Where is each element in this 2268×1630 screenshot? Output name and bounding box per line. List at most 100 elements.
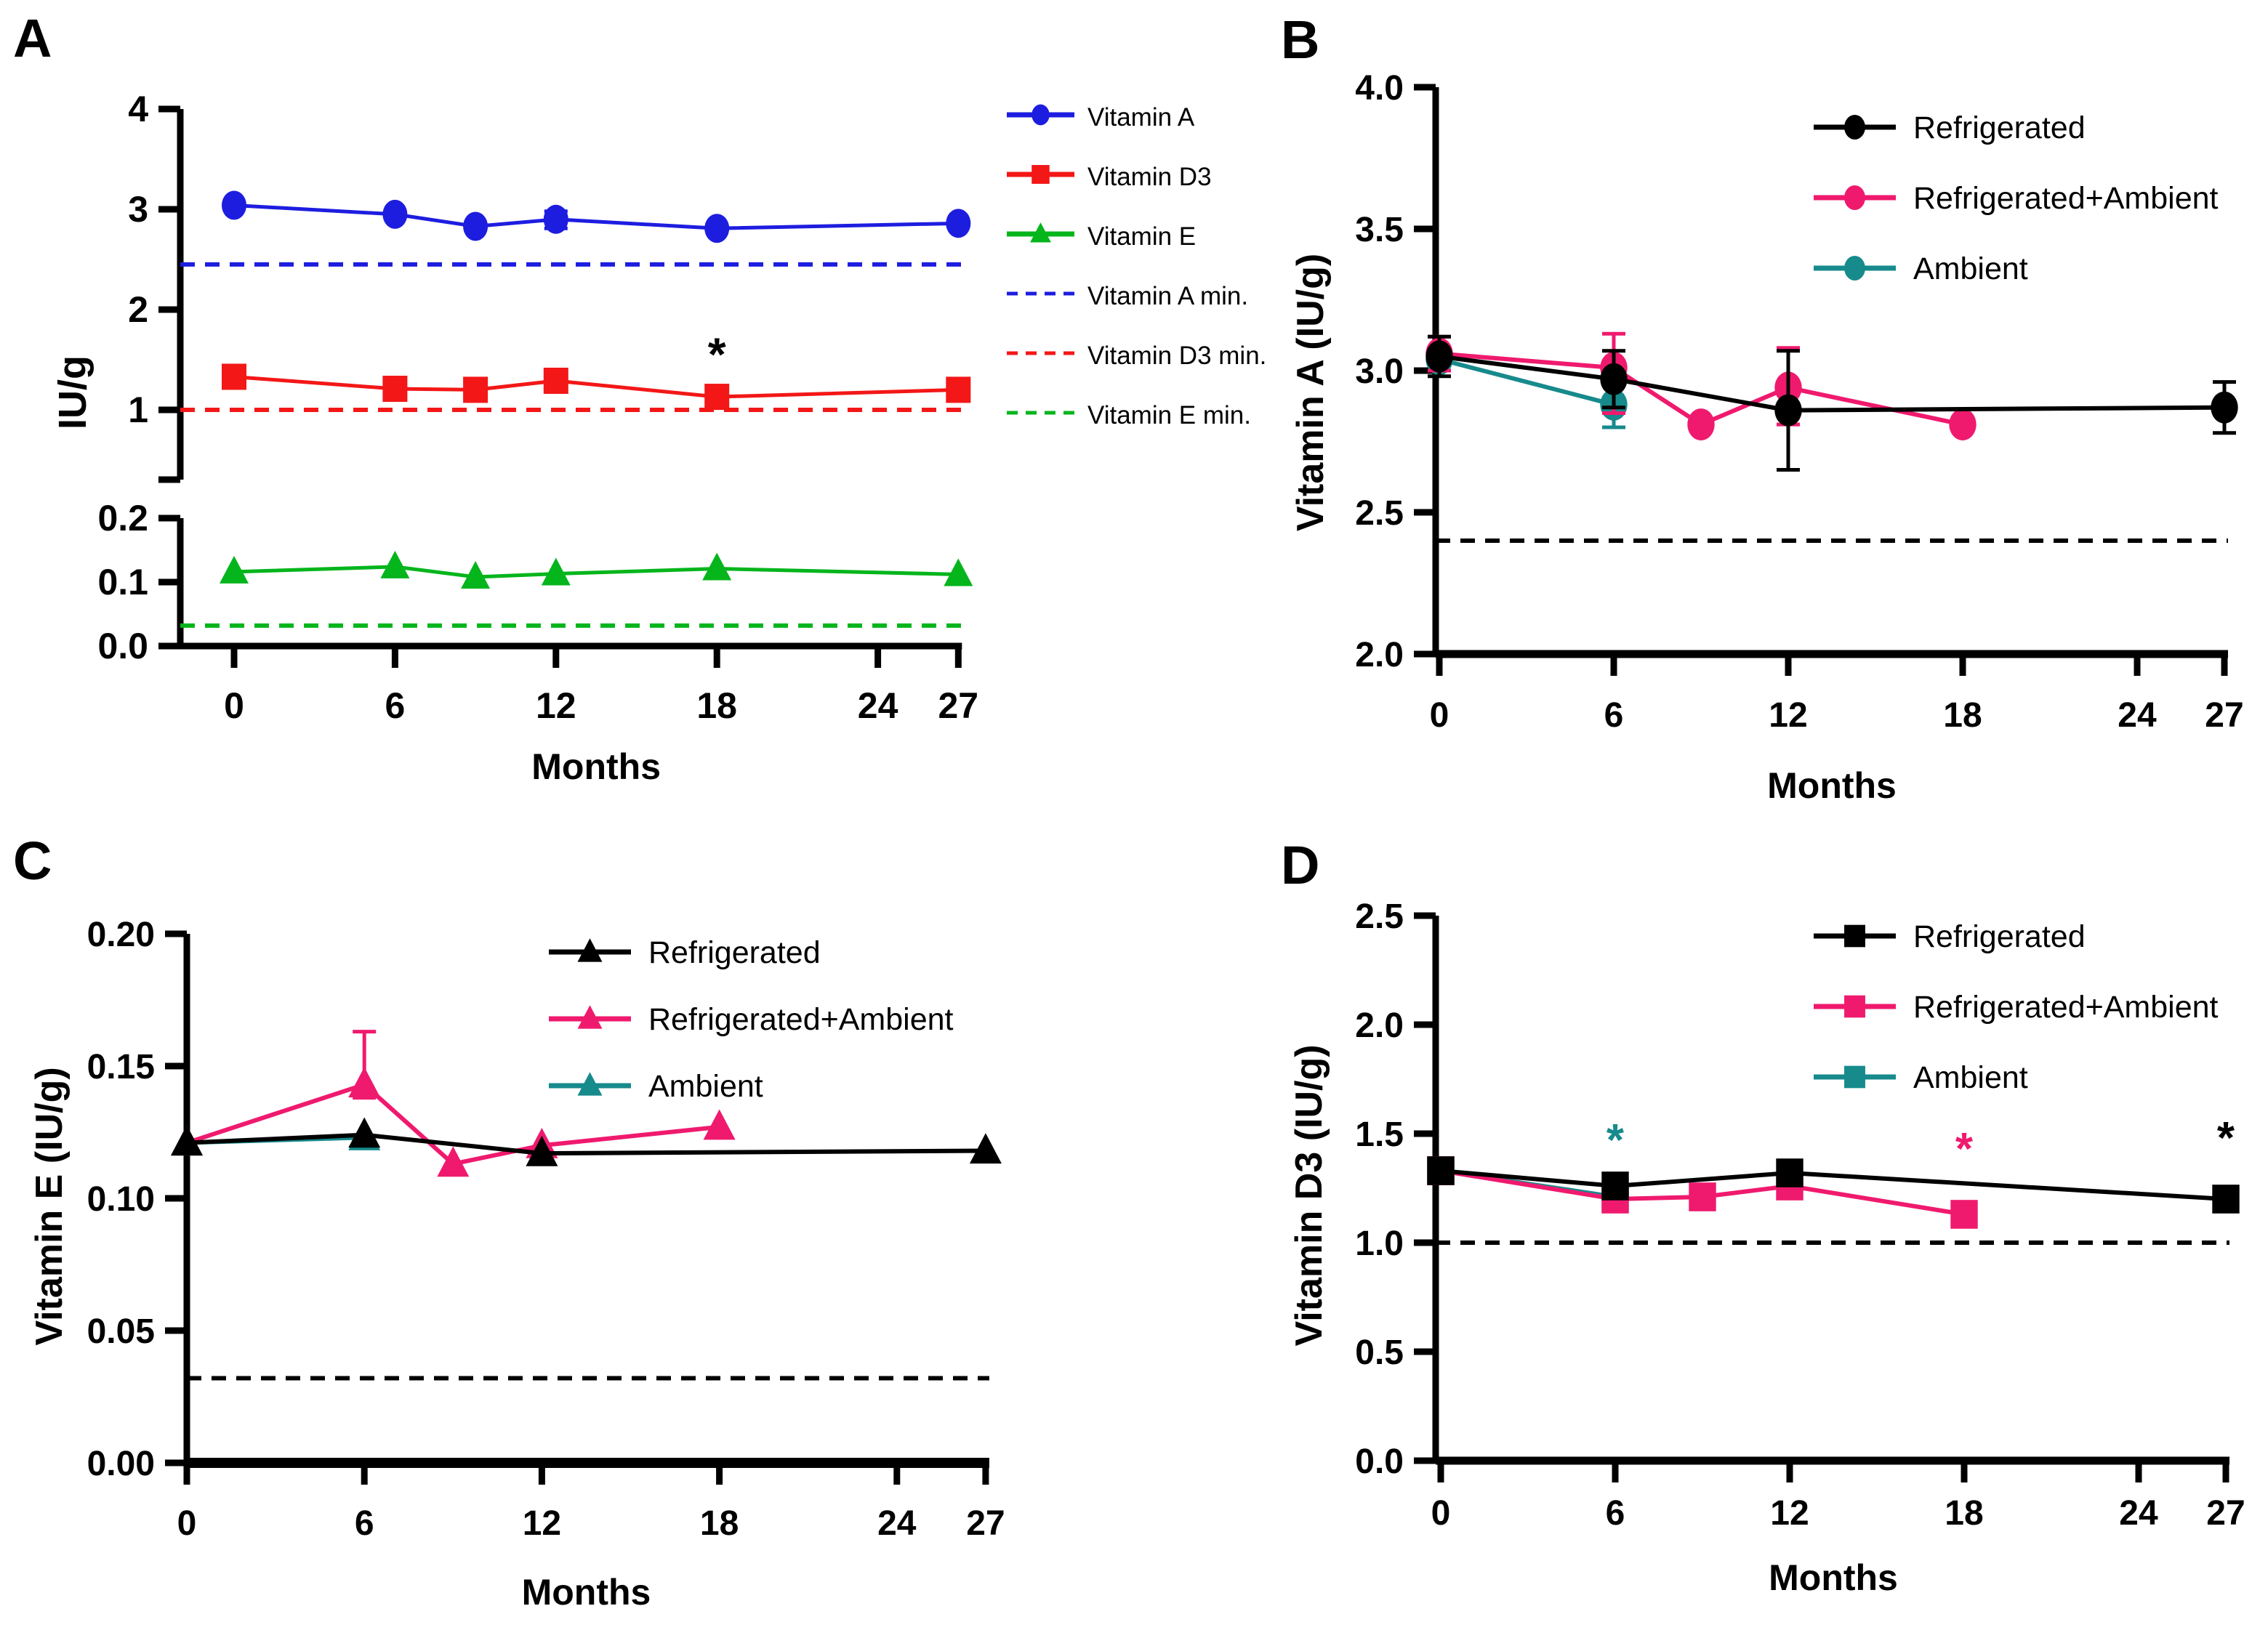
- legend-key-marker: [1844, 924, 1865, 948]
- data-point-marker: [171, 1125, 203, 1156]
- data-point-marker: [541, 557, 571, 586]
- legend-label: Vitamin A min.: [1087, 282, 1248, 310]
- significance-asterisk: *: [1955, 1124, 1974, 1174]
- legend-item-vitamin-d3: Vitamin D3: [1007, 163, 1212, 191]
- series-vitamin-e: [220, 550, 973, 589]
- x-tick-label: 12: [523, 1504, 561, 1543]
- data-point-marker: [946, 209, 971, 238]
- y-tick-label: 0.1: [97, 562, 148, 602]
- data-point-marker: [2212, 1185, 2240, 1214]
- y-tick-label: 2: [128, 289, 148, 330]
- data-point-marker: [704, 384, 730, 411]
- annotations: * * *: [1606, 1113, 2235, 1174]
- series-line: [1437, 354, 2227, 413]
- y-tick-label: 4.0: [1355, 69, 1404, 108]
- series-line: [1437, 357, 1616, 407]
- data-point-marker: [463, 376, 488, 403]
- panel-d-chart: 2.5 2.0 1.5 1.0 0.5 0.0 0 6 12 18 24 27 Months Vitami…: [1288, 897, 2245, 1598]
- legend-item-refrigerated-ambient: Refrigerated+Ambient: [1814, 990, 2219, 1025]
- data-point-marker: [380, 550, 410, 578]
- data-point-marker: [222, 190, 246, 220]
- data-point-marker: [944, 558, 973, 586]
- legend-key-marker: [1844, 115, 1865, 140]
- legend: Refrigerated Refrigerated+Ambient Ambient: [1814, 919, 2219, 1095]
- x-axis-title: Months: [1769, 1557, 1898, 1598]
- x-tick-label: 0: [1431, 1494, 1451, 1533]
- data-point-marker: [543, 367, 568, 394]
- data-point-marker: [543, 204, 568, 234]
- data-point-marker: [348, 1117, 381, 1148]
- data-point-marker: [1776, 1158, 1803, 1187]
- panel-c-label: C: [13, 831, 52, 891]
- x-tick-label: 6: [385, 685, 405, 726]
- legend-label: Vitamin D3 min.: [1087, 342, 1266, 370]
- y-tick-label: 0.0: [97, 626, 148, 666]
- legend-item-vitamin-e-min-: Vitamin E min.: [1007, 401, 1251, 429]
- data-point-marker: [1427, 1156, 1455, 1185]
- y-tick-label: 0.2: [97, 498, 148, 538]
- data-point-marker: [382, 376, 408, 403]
- reference-lines: [180, 262, 962, 628]
- x-tick-label: 24: [877, 1504, 917, 1543]
- x-tick-label: 18: [1945, 1494, 1983, 1533]
- legend-label: Ambient: [648, 1069, 763, 1104]
- legend-label: Vitamin A: [1087, 103, 1195, 132]
- legend: Vitamin A Vitamin D3 Vitamin E Vitamin A mi…: [1007, 103, 1266, 429]
- data-point-marker: [463, 211, 488, 241]
- x-tick-label: 18: [1943, 696, 1982, 735]
- data-point-marker: [461, 560, 491, 589]
- legend-item-refrigerated-ambient: Refrigerated+Ambient: [1814, 181, 2219, 216]
- legend: Refrigerated Refrigerated+Ambient Ambient: [1814, 110, 2219, 286]
- y-axis-title: IU/g: [51, 355, 94, 429]
- series-line: [1439, 1169, 2228, 1201]
- series-line: [232, 565, 960, 579]
- data-point-marker: [437, 1146, 470, 1177]
- legend-item-vitamin-d3-min-: Vitamin D3 min.: [1007, 342, 1266, 370]
- legend-label: Vitamin E min.: [1087, 401, 1251, 429]
- x-tick-label: 18: [696, 685, 737, 726]
- data-point-marker: [1774, 394, 1802, 427]
- axes: 4 3 2 1 0.2 0.1 0.0 0 6 12 18 24 27 Months IU/g: [51, 89, 978, 787]
- data-point-marker: [222, 363, 246, 390]
- legend-label: Vitamin D3: [1087, 163, 1212, 191]
- data-point-marker: [702, 552, 732, 581]
- annotations: *: [708, 328, 726, 380]
- y-tick-label: 2.5: [1355, 494, 1404, 533]
- legend-key-marker: [1030, 222, 1051, 243]
- legend-key-marker: [577, 1005, 603, 1029]
- x-tick-label: 27: [938, 685, 978, 726]
- x-tick-label: 24: [858, 685, 898, 726]
- data-point-marker: [1949, 408, 1977, 441]
- legend-item-refrigerated: Refrigerated: [1814, 110, 2086, 145]
- x-tick-label: 12: [1770, 1494, 1809, 1533]
- data-point-marker: [969, 1133, 1002, 1164]
- legend-label: Refrigerated+Ambient: [1913, 990, 2219, 1025]
- panel-a-label: A: [13, 8, 52, 68]
- series-vitamin-a: [222, 190, 971, 243]
- series-refrigerated: [1427, 1156, 2240, 1214]
- x-axis-title: Months: [1767, 765, 1897, 806]
- y-tick-label: 3: [128, 189, 148, 230]
- x-tick-label: 12: [536, 685, 576, 726]
- x-tick-label: 0: [1430, 696, 1449, 735]
- significance-asterisk: *: [2217, 1113, 2235, 1163]
- panel-a-chart: 4 3 2 1 0.2 0.1 0.0 0 6 12 18 24 27 Months IU/g * Vitami…: [51, 89, 1266, 787]
- legend-item-vitamin-a-min-: Vitamin A min.: [1007, 282, 1248, 310]
- significance-asterisk: *: [708, 328, 726, 380]
- series-refrigerated: [1425, 334, 2238, 472]
- legend-key-marker: [1844, 1065, 1865, 1089]
- legend-item-refrigerated: Refrigerated: [549, 935, 821, 970]
- y-tick-label: 0.05: [87, 1312, 155, 1351]
- y-tick-label: 2.0: [1355, 636, 1404, 674]
- legend-label: Refrigerated: [648, 935, 821, 970]
- y-tick-label: 1.5: [1355, 1115, 1404, 1154]
- panel-c: 0.20 0.15 0.10 0.05 0.00 0 6 12 18 24 27 Months Vita…: [0, 814, 1134, 1630]
- panel-a: 4 3 2 1 0.2 0.1 0.0 0 6 12 18 24 27 Months IU/g * Vitami…: [0, 0, 1279, 815]
- axes: 2.5 2.0 1.5 1.0 0.5 0.0 0 6 12 18 24 27 Months Vitami…: [1288, 897, 2245, 1598]
- y-tick-label: 0.0: [1355, 1443, 1404, 1481]
- series-line: [185, 1132, 988, 1156]
- x-axis-title: Months: [531, 746, 661, 787]
- x-axis-title: Months: [522, 1572, 651, 1613]
- data-point-marker: [1687, 408, 1715, 441]
- data-point-marker: [1600, 363, 1628, 395]
